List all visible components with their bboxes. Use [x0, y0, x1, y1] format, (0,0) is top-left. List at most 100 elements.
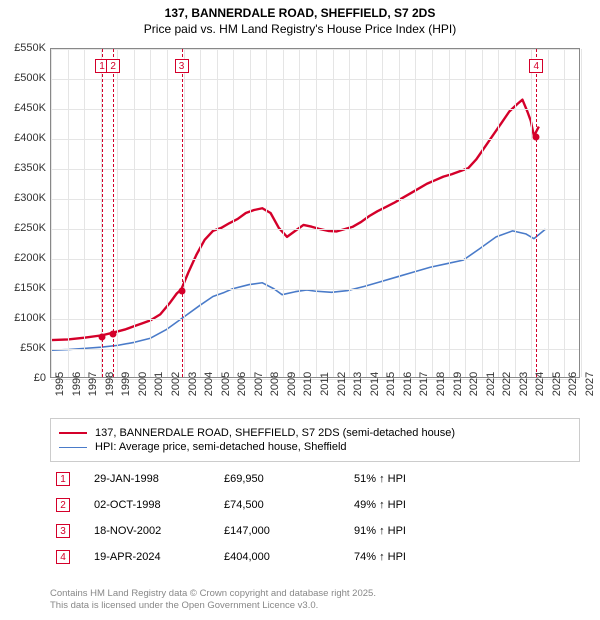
- gridline-horizontal: [51, 109, 579, 110]
- legend-label: 137, BANNERDALE ROAD, SHEFFIELD, S7 2DS …: [95, 427, 455, 439]
- gridline-vertical: [117, 49, 118, 377]
- x-axis-label: 2003: [187, 372, 199, 396]
- gridline-vertical: [482, 49, 483, 377]
- event-date: 02-OCT-1998: [94, 499, 224, 511]
- gridline-vertical: [250, 49, 251, 377]
- event-marker: 4: [56, 550, 70, 564]
- y-axis-label: £50K: [2, 342, 46, 354]
- gridline-horizontal: [51, 349, 579, 350]
- event-price: £74,500: [224, 499, 354, 511]
- gridline-horizontal: [51, 139, 579, 140]
- x-axis-label: 2011: [319, 372, 331, 396]
- x-axis-label: 2006: [236, 372, 248, 396]
- gridline-vertical: [316, 49, 317, 377]
- y-axis-label: £300K: [2, 192, 46, 204]
- gridline-vertical: [415, 49, 416, 377]
- gridline-vertical: [349, 49, 350, 377]
- gridline-vertical: [449, 49, 450, 377]
- footer-attribution: Contains HM Land Registry data © Crown c…: [50, 588, 376, 613]
- sale-marker-dot: [99, 334, 106, 341]
- x-axis-label: 2023: [518, 372, 530, 396]
- gridline-vertical: [581, 49, 582, 377]
- footer-line2: This data is licensed under the Open Gov…: [50, 600, 376, 612]
- chart-title-line2: Price paid vs. HM Land Registry's House …: [0, 20, 600, 36]
- x-axis-label: 1997: [87, 372, 99, 396]
- x-axis-label: 2010: [302, 372, 314, 396]
- sale-marker-box: 3: [175, 59, 189, 73]
- x-axis-label: 1998: [104, 372, 116, 396]
- x-axis-label: 2008: [269, 372, 281, 396]
- x-axis-label: 1995: [54, 372, 66, 396]
- y-axis-label: £500K: [2, 72, 46, 84]
- gridline-vertical: [283, 49, 284, 377]
- event-date: 19-APR-2024: [94, 551, 224, 563]
- gridline-horizontal: [51, 169, 579, 170]
- gridline-horizontal: [51, 49, 579, 50]
- gridline-horizontal: [51, 259, 579, 260]
- gridline-vertical: [564, 49, 565, 377]
- event-change: 91% ↑ HPI: [354, 525, 484, 537]
- gridline-vertical: [432, 49, 433, 377]
- gridline-vertical: [382, 49, 383, 377]
- y-axis-label: £250K: [2, 222, 46, 234]
- gridline-vertical: [548, 49, 549, 377]
- event-date: 18-NOV-2002: [94, 525, 224, 537]
- gridline-vertical: [51, 49, 52, 377]
- sale-marker-dot: [178, 287, 185, 294]
- y-axis-label: £350K: [2, 162, 46, 174]
- sale-marker-box: 4: [529, 59, 543, 73]
- gridline-horizontal: [51, 319, 579, 320]
- gridline-vertical: [515, 49, 516, 377]
- legend-item: 137, BANNERDALE ROAD, SHEFFIELD, S7 2DS …: [59, 427, 571, 439]
- line-series-svg: [51, 49, 579, 377]
- event-change: 49% ↑ HPI: [354, 499, 484, 511]
- gridline-vertical: [465, 49, 466, 377]
- x-axis-label: 2014: [369, 372, 381, 396]
- x-axis-label: 2017: [418, 372, 430, 396]
- legend-item: HPI: Average price, semi-detached house,…: [59, 441, 571, 453]
- sales-events-table: 129-JAN-1998£69,95051% ↑ HPI202-OCT-1998…: [50, 466, 580, 570]
- x-axis-label: 2012: [336, 372, 348, 396]
- y-axis-label: £200K: [2, 252, 46, 264]
- gridline-vertical: [150, 49, 151, 377]
- footer-line1: Contains HM Land Registry data © Crown c…: [50, 588, 376, 600]
- gridline-horizontal: [51, 199, 579, 200]
- legend-label: HPI: Average price, semi-detached house,…: [95, 441, 347, 453]
- sale-marker-line: [113, 49, 114, 377]
- chart-container: 137, BANNERDALE ROAD, SHEFFIELD, S7 2DS …: [0, 0, 600, 620]
- gridline-vertical: [233, 49, 234, 377]
- y-axis-label: £150K: [2, 282, 46, 294]
- x-axis-label: 2013: [352, 372, 364, 396]
- sale-marker-line: [182, 49, 183, 377]
- sale-marker-dot: [533, 133, 540, 140]
- event-row: 419-APR-2024£404,00074% ↑ HPI: [50, 544, 580, 570]
- gridline-vertical: [217, 49, 218, 377]
- chart-title-line1: 137, BANNERDALE ROAD, SHEFFIELD, S7 2DS: [0, 0, 600, 20]
- plot-area: 1234: [50, 48, 580, 378]
- gridline-horizontal: [51, 289, 579, 290]
- gridline-vertical: [333, 49, 334, 377]
- x-axis-label: 2024: [534, 372, 546, 396]
- x-axis-label: 2016: [402, 372, 414, 396]
- event-row: 2 02-OCT-1998£74,50049% ↑ HPI: [50, 492, 580, 518]
- y-axis-label: £450K: [2, 102, 46, 114]
- event-date: 29-JAN-1998: [94, 473, 224, 485]
- x-axis-label: 1999: [120, 372, 132, 396]
- gridline-vertical: [134, 49, 135, 377]
- event-marker: 3: [56, 524, 70, 538]
- gridline-vertical: [184, 49, 185, 377]
- event-marker: 2: [56, 498, 70, 512]
- gridline-horizontal: [51, 229, 579, 230]
- x-axis-label: 2019: [452, 372, 464, 396]
- y-axis-label: £100K: [2, 312, 46, 324]
- y-axis-label: £0: [2, 372, 46, 384]
- y-axis-label: £550K: [2, 42, 46, 54]
- event-row: 318-NOV-2002£147,00091% ↑ HPI: [50, 518, 580, 544]
- event-change: 74% ↑ HPI: [354, 551, 484, 563]
- x-axis-label: 2002: [170, 372, 182, 396]
- x-axis-label: 2015: [385, 372, 397, 396]
- event-marker: 1: [56, 472, 70, 486]
- sale-marker-dot: [110, 331, 117, 338]
- event-price: £69,950: [224, 473, 354, 485]
- legend-swatch: [59, 432, 87, 434]
